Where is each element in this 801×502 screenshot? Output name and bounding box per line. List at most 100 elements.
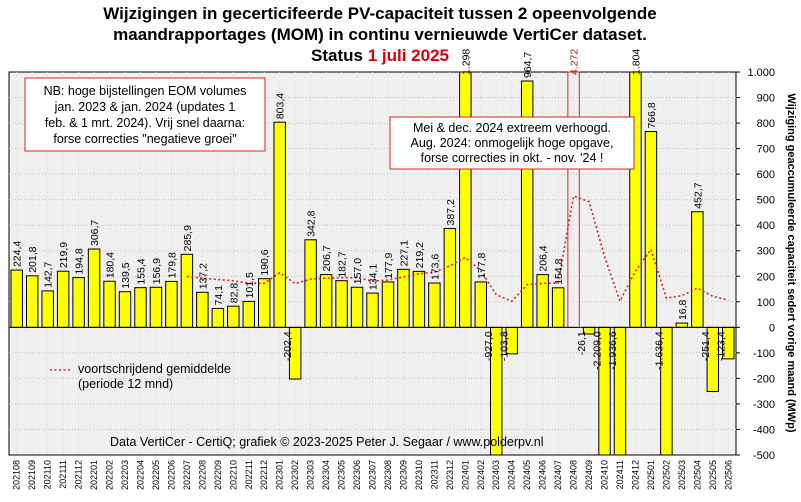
x-tick-label: 202207: [182, 460, 192, 490]
bar-202311: [428, 282, 441, 328]
value-label: -202,4: [282, 331, 294, 361]
value-label: 101,5: [244, 272, 256, 298]
x-tick-label: 202201: [89, 460, 99, 490]
value-label: 182,7: [337, 251, 349, 277]
y-tick-label: -500: [753, 450, 775, 462]
x-tick-label: 202505: [708, 460, 718, 490]
value-label: 387,2: [445, 199, 457, 225]
bar-202209: [211, 307, 225, 328]
chart-title-line-1: Wijzigingen in gecerticifeerde PV-capaci…: [103, 4, 656, 23]
x-tick-label: 202310: [414, 460, 424, 490]
x-tick-label: 202403: [491, 460, 501, 490]
value-label: 219,9: [58, 242, 70, 268]
value-label: -26,1: [576, 331, 588, 355]
value-label: 1.804: [630, 49, 642, 75]
note-1-line-2: jan. 2023 & jan. 2024 (updates 1: [54, 100, 236, 114]
x-tick-label: 202501: [646, 460, 656, 490]
y-tick-label: -200: [753, 373, 775, 385]
value-label: 155,4: [135, 258, 147, 284]
value-label: 173,6: [429, 254, 441, 280]
x-axis-ticks: 202108 202109 202110 202111 202112 202201 2022…: [12, 460, 734, 490]
bar-202406: [536, 274, 549, 328]
x-tick-label: 202311: [429, 460, 439, 489]
x-tick-label: 202109: [27, 460, 37, 490]
value-label: 219,2: [414, 242, 426, 268]
y-tick-label: -400: [753, 424, 775, 436]
bar-202205: [149, 286, 163, 328]
bar-202312: [443, 227, 457, 328]
x-tick-label: 202108: [12, 460, 22, 490]
x-tick-label: 202204: [135, 460, 145, 490]
y-tick-label: -100: [753, 348, 775, 360]
note-2-line-2: Aug. 2024: onmogelijk hoge opgave,: [411, 136, 614, 150]
bar-202108: [10, 269, 23, 328]
bar-202206: [165, 280, 178, 328]
value-label: 134,1: [368, 264, 380, 290]
x-tick-label: 202307: [368, 460, 378, 490]
value-label: -1.636,4: [653, 331, 665, 370]
x-tick-label: 202206: [166, 460, 176, 490]
bar-202310: [412, 270, 426, 328]
bar-202412: [629, 71, 642, 328]
note-box-2: Mei & dec. 2024 extreem verhoogd. Aug. 2…: [389, 116, 635, 170]
value-label: 82,8: [228, 283, 240, 304]
value-label: 285,9: [182, 225, 194, 251]
value-label: 74,1: [213, 285, 225, 306]
value-label: 190,6: [259, 249, 271, 275]
value-label: 201,8: [27, 246, 39, 272]
x-tick-label: 202205: [151, 460, 161, 490]
bar-202111: [56, 270, 70, 328]
bar-202503: [675, 322, 689, 328]
value-label: 180,4: [105, 252, 117, 278]
x-tick-label: 202411: [615, 460, 625, 489]
x-tick-label: 202410: [600, 460, 610, 490]
bar-202304: [319, 274, 333, 328]
y-tick-label: 400: [757, 220, 775, 232]
bar-202202: [103, 280, 116, 328]
bar-202207: [180, 253, 194, 328]
value-label: 16,8: [677, 299, 689, 320]
value-label: 154,8: [553, 258, 565, 284]
bar-202204: [134, 287, 147, 328]
bar-202203: [118, 291, 132, 328]
value-label: 4.272: [569, 49, 581, 75]
x-tick-label: 202203: [120, 460, 130, 490]
bar-202307: [366, 292, 379, 328]
note-2-line-3: forse correcties in okt. - nov. '24 !: [421, 151, 604, 165]
bar-202112: [72, 277, 85, 328]
bar-202305: [335, 280, 348, 328]
bar-202306: [350, 286, 364, 328]
x-tick-label: 202110: [43, 460, 53, 489]
value-label: -103,8: [499, 331, 511, 361]
value-label: 1.298: [460, 49, 472, 75]
note-1-line-3: feb. & 1 mrt. 2024). Vrij snel daarna:: [45, 116, 245, 130]
chart-title-line-2: maandrapportages (MOM) in continu vernie…: [113, 25, 647, 44]
x-tick-label: 202412: [630, 460, 640, 490]
value-label: 194,8: [74, 248, 86, 274]
value-label: 142,7: [43, 261, 55, 287]
value-label: 206,7: [321, 245, 333, 271]
x-tick-label: 202407: [553, 460, 563, 490]
value-label: 139,5: [120, 262, 132, 288]
x-tick-label: 202308: [383, 460, 393, 490]
bar-202211: [242, 300, 255, 328]
y-tick-label: 200: [757, 271, 775, 283]
value-label: 224,4: [12, 241, 24, 267]
y-tick-label: 700: [757, 144, 775, 156]
y-axis-label: Wijziging geaccumuleerde capaciteit sede…: [785, 93, 797, 432]
value-label: -123,4: [715, 331, 727, 361]
y-tick-label: -300: [753, 399, 775, 411]
value-label: 803,4: [275, 93, 287, 119]
x-tick-label: 202506: [723, 460, 733, 490]
x-tick-label: 202208: [197, 460, 207, 490]
y-tick-label: 0: [769, 322, 775, 334]
credit-text: Data VertiCer - CertiQ; grafiek © 2023-2…: [110, 435, 543, 449]
legend-label: voortschrijdend gemiddelde: [78, 362, 231, 376]
value-label: 227,1: [398, 240, 410, 266]
x-tick-label: 202504: [692, 460, 702, 490]
bars: [10, 71, 735, 456]
y-tick-label: 100: [757, 297, 775, 309]
x-tick-label: 202306: [352, 460, 362, 490]
legend-period: (periode 12 mnd): [78, 377, 173, 391]
value-label: 766,8: [646, 102, 658, 128]
